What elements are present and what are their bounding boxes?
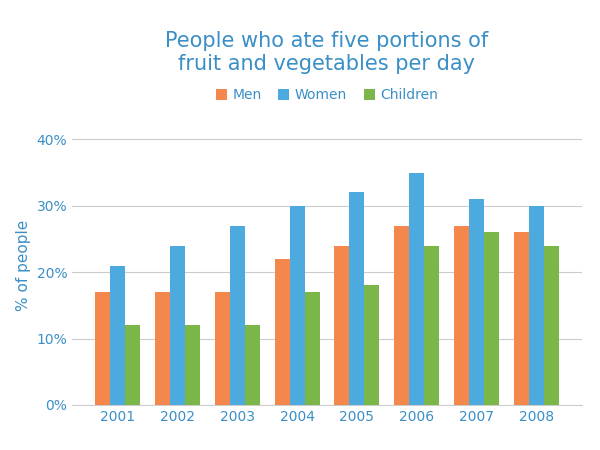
- Bar: [484, 232, 499, 405]
- Bar: [125, 325, 140, 405]
- Bar: [514, 232, 529, 405]
- Bar: [364, 285, 379, 405]
- Bar: [275, 259, 290, 405]
- Legend: Men, Women, Children: Men, Women, Children: [210, 83, 444, 108]
- Title: People who ate five portions of
fruit and vegetables per day: People who ate five portions of fruit an…: [166, 31, 488, 74]
- Bar: [230, 225, 245, 405]
- Bar: [529, 206, 544, 405]
- Bar: [170, 246, 185, 405]
- Bar: [110, 266, 125, 405]
- Bar: [305, 292, 320, 405]
- Bar: [95, 292, 110, 405]
- Y-axis label: % of people: % of people: [16, 220, 31, 311]
- Bar: [469, 199, 484, 405]
- Bar: [334, 246, 349, 405]
- Bar: [155, 292, 170, 405]
- Bar: [544, 246, 559, 405]
- Bar: [349, 193, 364, 405]
- Bar: [245, 325, 260, 405]
- Bar: [409, 172, 424, 405]
- Bar: [215, 292, 230, 405]
- Bar: [454, 225, 469, 405]
- Bar: [290, 206, 305, 405]
- Bar: [424, 246, 439, 405]
- Bar: [394, 225, 409, 405]
- Bar: [185, 325, 200, 405]
